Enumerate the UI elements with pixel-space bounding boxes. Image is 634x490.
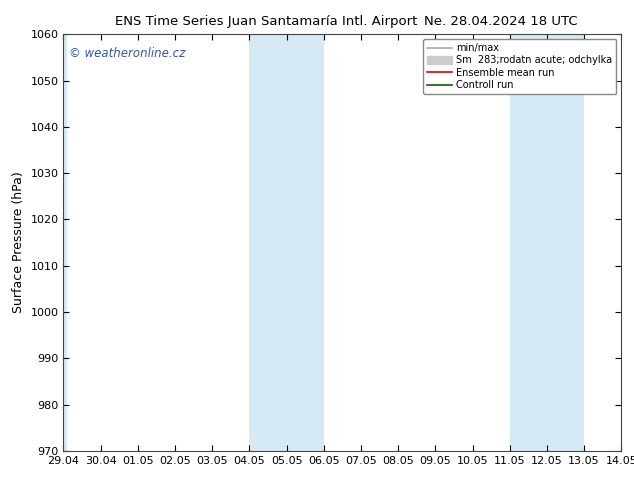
- Bar: [510, 34, 547, 451]
- Y-axis label: Surface Pressure (hPa): Surface Pressure (hPa): [12, 172, 25, 314]
- Legend: min/max, Sm  283;rodatn acute; odchylka, Ensemble mean run, Controll run: min/max, Sm 283;rodatn acute; odchylka, …: [424, 39, 616, 94]
- Text: ENS Time Series Juan Santamaría Intl. Airport: ENS Time Series Juan Santamaría Intl. Ai…: [115, 15, 417, 28]
- Bar: [547, 34, 584, 451]
- Bar: [287, 34, 324, 451]
- Text: © weatheronline.cz: © weatheronline.cz: [69, 47, 185, 60]
- Bar: [52, 34, 67, 451]
- Text: Ne. 28.04.2024 18 UTC: Ne. 28.04.2024 18 UTC: [424, 15, 578, 28]
- Bar: [249, 34, 287, 451]
